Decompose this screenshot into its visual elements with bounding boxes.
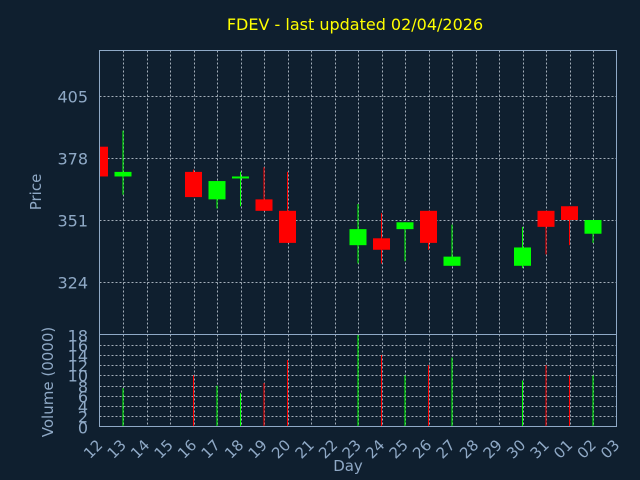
candle-20 — [279, 171, 296, 243]
candle-13 — [114, 130, 132, 195]
price-tick-labels: 324 351 378 405 — [57, 88, 88, 293]
x-axis-label: Day — [333, 457, 363, 475]
volume-tick-label: 6 — [78, 388, 88, 407]
price-panel: 324 351 378 405 Price — [27, 50, 617, 335]
candle-31 — [537, 210, 555, 255]
candle-30 — [514, 226, 531, 269]
x-tick-label: 29 — [480, 436, 506, 462]
volume-bars — [122, 334, 594, 427]
x-tick-label: 16 — [174, 436, 200, 462]
price-tick-label: 324 — [57, 274, 88, 293]
candle-body — [537, 210, 555, 227]
candle-body — [185, 171, 202, 198]
x-tick-label: 20 — [268, 436, 294, 462]
candle-26 — [420, 210, 437, 250]
x-tick-label: 15 — [151, 436, 177, 462]
price-tick-label: 378 — [57, 150, 88, 169]
candle-body — [114, 171, 132, 177]
candle-16 — [185, 169, 202, 198]
volume-tick-label: 16 — [68, 337, 88, 356]
price-candles — [99, 130, 602, 269]
candle-body — [443, 256, 461, 266]
x-tick-label: 31 — [527, 436, 553, 462]
x-tick-label: 01 — [550, 436, 576, 462]
x-tick-label: 12 — [80, 436, 106, 462]
candle-body — [561, 206, 578, 220]
candle-body — [279, 210, 296, 243]
volume-tick-label: 10 — [68, 367, 88, 386]
volume-tick-label: 14 — [68, 347, 88, 366]
x-tick-label: 13 — [104, 436, 130, 462]
candle-body — [514, 247, 531, 266]
x-tick-label: 18 — [221, 436, 247, 462]
price-tick-label: 405 — [57, 88, 88, 107]
candle-body — [208, 181, 226, 200]
candle-body — [373, 238, 390, 250]
candle-body — [232, 176, 249, 179]
x-tick-label: 30 — [503, 436, 529, 462]
candle-body — [99, 146, 108, 177]
x-tick-label: 17 — [198, 436, 224, 462]
candle-body — [584, 219, 602, 234]
price-axis-label: Price — [27, 174, 45, 211]
x-tick-label: 14 — [127, 436, 153, 462]
candle-12 — [99, 146, 108, 177]
x-tick-label: 21 — [292, 436, 318, 462]
volume-frame — [99, 334, 617, 427]
volume-tick-label: 0 — [78, 419, 88, 438]
x-tick-label: 27 — [433, 436, 459, 462]
volume-tick-label: 2 — [78, 408, 88, 427]
candle-body — [255, 199, 273, 211]
volume-axis-label: Volume (0000) — [39, 327, 57, 437]
volume-tick-label: 18 — [68, 327, 88, 346]
volume-tick-label: 12 — [68, 357, 88, 376]
x-tick-label: 03 — [597, 436, 623, 462]
x-tick-label: 25 — [386, 436, 412, 462]
candle-body — [396, 222, 414, 230]
candle-27 — [443, 224, 461, 266]
candle-body — [420, 210, 437, 243]
candle-19 — [255, 167, 273, 211]
volume-tick-label: 8 — [78, 378, 88, 397]
price-grid — [99, 50, 617, 335]
candle-18 — [232, 171, 249, 207]
candle-02 — [584, 219, 602, 243]
x-tick-label: 19 — [245, 436, 271, 462]
price-tick-label: 351 — [57, 212, 88, 231]
candle-17 — [208, 181, 226, 209]
candle-25 — [396, 222, 414, 262]
volume-tick-label: 4 — [78, 398, 88, 417]
x-tick-label: 02 — [574, 436, 600, 462]
candle-body — [349, 229, 367, 246]
x-tick-label: 24 — [362, 436, 388, 462]
x-tick-label: 26 — [409, 436, 435, 462]
candle-23 — [349, 203, 367, 264]
chart-title: FDEV - last updated 02/04/2026 — [227, 15, 483, 34]
candle-24 — [373, 213, 390, 264]
candle-01 — [561, 206, 578, 246]
x-tick-label: 28 — [456, 436, 482, 462]
